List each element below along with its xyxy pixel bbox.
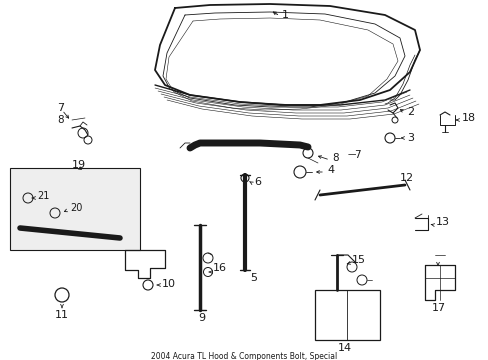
Bar [314,290,379,340]
Text: 2004 Acura TL Hood & Components Bolt, Special
Diagram for 75126-S5A-003: 2004 Acura TL Hood & Components Bolt, Sp… [151,352,337,360]
Text: 7: 7 [57,103,64,113]
Text: 1: 1 [282,10,288,20]
Text: 7: 7 [353,150,360,160]
Text: —: — [347,150,356,159]
Text: 3: 3 [406,133,413,143]
Text: 12: 12 [399,173,413,183]
Text: 13: 13 [435,217,449,227]
Text: 10: 10 [162,279,176,289]
Text: 14: 14 [337,343,351,353]
Text: 16: 16 [213,263,226,273]
Text: 15: 15 [351,255,365,265]
Text: 18: 18 [461,113,475,123]
Text: 5: 5 [249,273,257,283]
Text: 11: 11 [55,310,69,320]
Text: 8: 8 [331,153,338,163]
Text: 17: 17 [431,303,445,313]
Text: 20: 20 [70,203,82,213]
Text: 6: 6 [253,177,261,187]
Bar [10,168,140,250]
Text: 9: 9 [198,313,204,323]
Text: 19: 19 [72,160,86,170]
Text: 2: 2 [406,107,413,117]
Text: 8: 8 [57,115,63,125]
Text: 4: 4 [326,165,333,175]
Text: 21: 21 [37,191,49,201]
